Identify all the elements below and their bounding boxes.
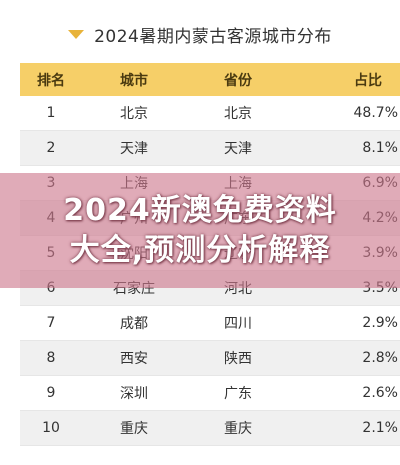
rank-cell: 7 — [20, 305, 82, 341]
province-cell: 天津 — [186, 130, 290, 166]
table-header-row: 排名 城市 省份 占比 — [20, 63, 400, 96]
table-row: 9 深圳 广东 2.6% — [20, 375, 400, 411]
city-cell: 天津 — [82, 130, 186, 166]
province-cell: 重庆 — [186, 410, 290, 446]
province-cell: 陕西 — [186, 340, 290, 376]
column-header-city: 城市 — [82, 63, 186, 96]
share-cell: 2.8% — [290, 340, 400, 376]
city-cell: 重庆 — [82, 410, 186, 446]
watermark-banner: 2024新澳免费资料 大全,预测分析解释 — [0, 173, 400, 288]
page-title: 2024暑期内蒙古客源城市分布 — [94, 26, 332, 47]
rank-cell: 10 — [20, 410, 82, 446]
rank-cell: 9 — [20, 375, 82, 411]
table-row: 10 重庆 重庆 2.1% — [20, 410, 400, 446]
city-cell: 成都 — [82, 305, 186, 341]
share-cell: 2.9% — [290, 305, 400, 341]
city-cell: 深圳 — [82, 375, 186, 411]
triangle-down-icon — [68, 29, 85, 39]
rank-cell: 8 — [20, 340, 82, 376]
column-header-province: 省份 — [186, 63, 290, 96]
rank-cell: 2 — [20, 130, 82, 166]
column-header-share: 占比 — [290, 63, 400, 96]
share-cell: 48.7% — [290, 96, 400, 131]
city-cell: 西安 — [82, 340, 186, 376]
watermark-line-1: 2024新澳免费资料 — [63, 192, 337, 228]
share-cell: 2.6% — [290, 375, 400, 411]
rank-cell: 1 — [20, 96, 82, 131]
watermark-line-2: 大全,预测分析解释 — [69, 232, 331, 268]
province-cell: 北京 — [186, 96, 290, 131]
share-cell: 8.1% — [290, 130, 400, 166]
table-row: 2 天津 天津 8.1% — [20, 130, 400, 166]
table-row: 1 北京 北京 48.7% — [20, 96, 400, 131]
table-row: 8 西安 陕西 2.8% — [20, 340, 400, 376]
share-cell: 2.1% — [290, 410, 400, 446]
province-cell: 四川 — [186, 305, 290, 341]
city-cell: 北京 — [82, 96, 186, 131]
title-bar: 2024暑期内蒙古客源城市分布 — [0, 14, 400, 54]
province-cell: 广东 — [186, 375, 290, 411]
table-row: 7 成都 四川 2.9% — [20, 305, 400, 341]
column-header-rank: 排名 — [20, 63, 82, 96]
